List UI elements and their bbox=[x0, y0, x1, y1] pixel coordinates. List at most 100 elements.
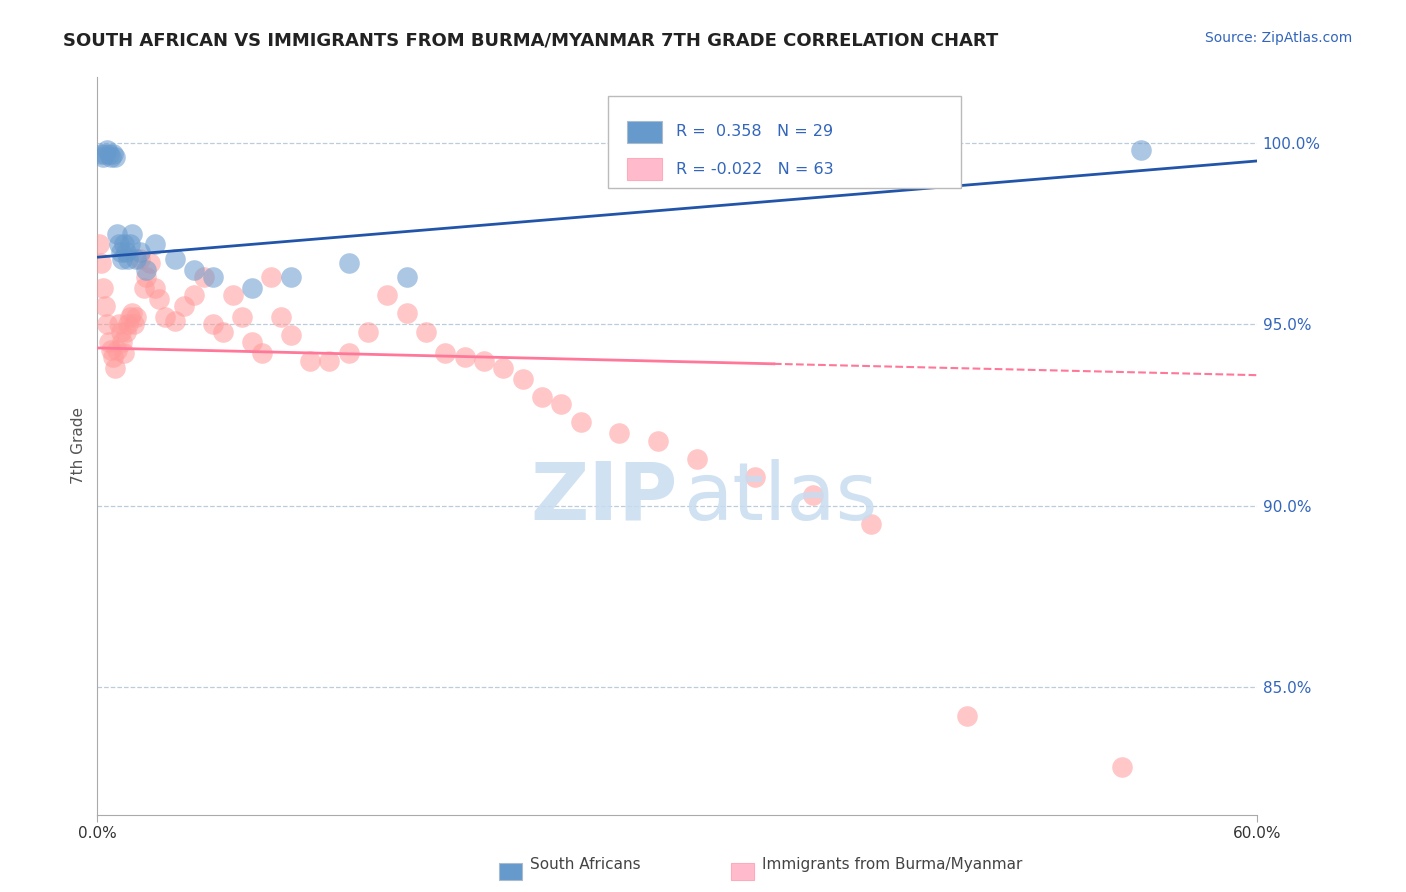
Point bbox=[111, 335, 134, 350]
Point bbox=[135, 270, 157, 285]
Point bbox=[607, 426, 630, 441]
Point bbox=[280, 328, 302, 343]
Point bbox=[121, 306, 143, 320]
Point bbox=[101, 350, 124, 364]
Point bbox=[107, 237, 129, 252]
Point bbox=[148, 292, 170, 306]
Point bbox=[91, 150, 114, 164]
Point bbox=[415, 325, 437, 339]
FancyBboxPatch shape bbox=[607, 95, 962, 188]
Point bbox=[125, 252, 148, 266]
Point bbox=[744, 470, 766, 484]
Point bbox=[1130, 143, 1153, 157]
Point bbox=[395, 306, 418, 320]
Point bbox=[105, 343, 128, 357]
Point bbox=[859, 516, 882, 531]
Point bbox=[512, 372, 534, 386]
Point bbox=[89, 237, 111, 252]
Point bbox=[221, 288, 243, 302]
Point bbox=[337, 255, 360, 269]
Point bbox=[270, 310, 292, 324]
Point bbox=[110, 244, 132, 259]
Point bbox=[202, 270, 225, 285]
Point bbox=[104, 150, 127, 164]
Point bbox=[128, 252, 150, 266]
Point bbox=[120, 310, 142, 324]
Y-axis label: 7th Grade: 7th Grade bbox=[72, 408, 86, 484]
Point bbox=[122, 318, 145, 332]
Point bbox=[183, 263, 205, 277]
Point bbox=[110, 325, 132, 339]
Point bbox=[143, 237, 166, 252]
Point bbox=[212, 325, 235, 339]
Point bbox=[112, 237, 135, 252]
Text: R = -0.022   N = 63: R = -0.022 N = 63 bbox=[676, 161, 834, 177]
Point bbox=[550, 397, 572, 411]
Point bbox=[250, 346, 273, 360]
Point bbox=[956, 709, 979, 723]
Text: Source: ZipAtlas.com: Source: ZipAtlas.com bbox=[1205, 31, 1353, 45]
Point bbox=[90, 255, 112, 269]
Text: SOUTH AFRICAN VS IMMIGRANTS FROM BURMA/MYANMAR 7TH GRADE CORRELATION CHART: SOUTH AFRICAN VS IMMIGRANTS FROM BURMA/M… bbox=[63, 31, 998, 49]
Point bbox=[138, 255, 160, 269]
Point bbox=[183, 288, 205, 302]
Point bbox=[143, 281, 166, 295]
Point bbox=[125, 310, 148, 324]
Point bbox=[132, 281, 155, 295]
Point bbox=[569, 416, 592, 430]
Text: atlas: atlas bbox=[683, 458, 877, 537]
Point bbox=[472, 353, 495, 368]
Point bbox=[173, 299, 195, 313]
Point bbox=[318, 353, 340, 368]
Point bbox=[101, 146, 124, 161]
Point bbox=[111, 252, 134, 266]
Point bbox=[104, 360, 127, 375]
Point bbox=[298, 353, 321, 368]
Point bbox=[801, 488, 824, 502]
Text: Immigrants from Burma/Myanmar: Immigrants from Burma/Myanmar bbox=[762, 857, 1022, 872]
Point bbox=[91, 281, 114, 295]
Text: R =  0.358   N = 29: R = 0.358 N = 29 bbox=[676, 124, 834, 139]
Bar bbox=[627, 158, 662, 180]
Point bbox=[375, 288, 398, 302]
Point bbox=[163, 252, 186, 266]
Point bbox=[96, 143, 118, 157]
Point bbox=[530, 390, 553, 404]
Point bbox=[685, 451, 707, 466]
Point bbox=[117, 318, 139, 332]
Point bbox=[153, 310, 176, 324]
Point bbox=[112, 346, 135, 360]
Point bbox=[120, 237, 142, 252]
Point bbox=[97, 146, 120, 161]
Point bbox=[453, 350, 475, 364]
Point bbox=[94, 146, 117, 161]
Text: South Africans: South Africans bbox=[530, 857, 641, 872]
Point bbox=[96, 318, 118, 332]
Point bbox=[107, 318, 129, 332]
Point bbox=[202, 318, 225, 332]
Point bbox=[434, 346, 457, 360]
Point bbox=[90, 146, 112, 161]
Point bbox=[128, 244, 150, 259]
Point bbox=[647, 434, 669, 448]
Point bbox=[193, 270, 215, 285]
Point bbox=[240, 335, 263, 350]
Point bbox=[100, 343, 122, 357]
Point bbox=[240, 281, 263, 295]
Point bbox=[94, 299, 117, 313]
Text: ZIP: ZIP bbox=[530, 458, 678, 537]
Point bbox=[163, 314, 186, 328]
Point bbox=[395, 270, 418, 285]
Point bbox=[492, 360, 515, 375]
Point bbox=[1111, 760, 1133, 774]
Point bbox=[121, 227, 143, 241]
Point bbox=[260, 270, 283, 285]
Point bbox=[357, 325, 380, 339]
Point bbox=[231, 310, 253, 324]
Point bbox=[115, 244, 138, 259]
Point bbox=[115, 325, 138, 339]
Point bbox=[280, 270, 302, 285]
Point bbox=[135, 263, 157, 277]
Point bbox=[105, 227, 128, 241]
Point bbox=[97, 335, 120, 350]
